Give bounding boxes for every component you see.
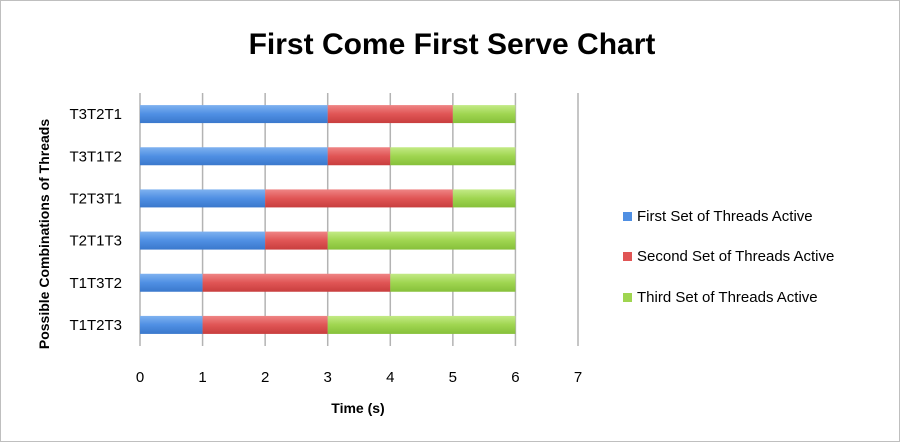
y-category-label: T2T1T3 <box>69 233 122 250</box>
x-tick-label: 2 <box>261 369 269 386</box>
x-tick-label: 1 <box>198 369 206 386</box>
bar-segment <box>202 315 328 334</box>
bar-segment <box>140 189 266 208</box>
bar-segment <box>265 231 328 250</box>
x-tick-label: 5 <box>449 369 457 386</box>
legend: First Set of Threads Active Second Set of… <box>623 208 834 306</box>
gridlines <box>139 93 579 346</box>
bars <box>140 105 516 334</box>
bar-segment <box>140 315 203 334</box>
legend-entry: Third Set of Threads Active <box>637 289 818 306</box>
bar-segment <box>390 273 516 292</box>
bar-segment <box>327 231 516 250</box>
legend-entry: Second Set of Threads Active <box>637 248 834 265</box>
bar-segment <box>327 105 453 124</box>
bar-segment <box>140 231 266 250</box>
bar-segment <box>390 147 516 166</box>
chart-title: First Come First Serve Chart <box>249 28 656 61</box>
bar-segment <box>265 189 453 208</box>
x-tick-label: 7 <box>574 369 582 386</box>
legend-entry: First Set of Threads Active <box>637 208 813 225</box>
legend-swatch <box>623 293 632 302</box>
y-category-label: T3T2T1 <box>69 106 122 123</box>
x-tick-label: 6 <box>511 369 519 386</box>
bar-segment <box>140 273 203 292</box>
y-axis-label: Possible Combinations of Threads <box>36 119 52 349</box>
legend-swatch <box>623 212 632 221</box>
y-category-label: T1T2T3 <box>69 317 122 334</box>
y-category-label: T1T3T2 <box>69 275 122 292</box>
bar-segment <box>452 189 516 208</box>
y-category-label: T2T3T1 <box>69 190 122 207</box>
x-tick-label: 3 <box>324 369 332 386</box>
x-tick-labels: 0 1 2 3 4 5 6 7 <box>136 369 582 386</box>
bar-segment <box>140 105 328 124</box>
bar-segment <box>452 105 516 124</box>
bar-segment <box>327 315 516 334</box>
bar-segment <box>140 147 328 166</box>
x-tick-label: 4 <box>386 369 394 386</box>
legend-swatch <box>623 252 632 261</box>
bar-segment <box>327 147 391 166</box>
y-category-label: T3T1T2 <box>69 148 122 165</box>
y-category-labels: T1T2T3 T1T3T2 T2T1T3 T2T3T1 T3T1T2 T3T2T1 <box>69 106 122 334</box>
x-axis-label: Time (s) <box>331 400 384 416</box>
x-tick-label: 0 <box>136 369 144 386</box>
bar-segment <box>202 273 391 292</box>
